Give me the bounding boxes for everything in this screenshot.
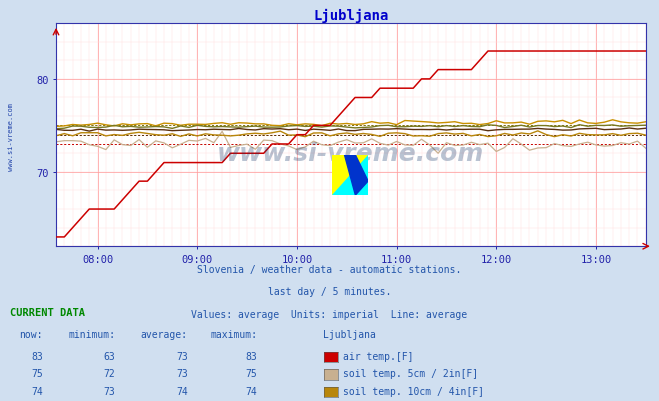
Text: minimum:: minimum: bbox=[69, 329, 115, 339]
Text: 74: 74 bbox=[31, 386, 43, 396]
Text: 63: 63 bbox=[103, 351, 115, 361]
Text: Slovenia / weather data - automatic stations.: Slovenia / weather data - automatic stat… bbox=[197, 265, 462, 275]
Text: now:: now: bbox=[19, 329, 43, 339]
Text: 74: 74 bbox=[245, 386, 257, 396]
Text: 75: 75 bbox=[31, 369, 43, 379]
Text: air temp.[F]: air temp.[F] bbox=[343, 351, 413, 361]
Text: 74: 74 bbox=[176, 386, 188, 396]
Text: www.si-vreme.com: www.si-vreme.com bbox=[217, 141, 484, 165]
Text: 73: 73 bbox=[103, 386, 115, 396]
Text: 72: 72 bbox=[103, 369, 115, 379]
Text: 73: 73 bbox=[176, 369, 188, 379]
Text: 83: 83 bbox=[245, 351, 257, 361]
Text: 83: 83 bbox=[31, 351, 43, 361]
Polygon shape bbox=[332, 156, 368, 196]
Text: Values: average  Units: imperial  Line: average: Values: average Units: imperial Line: av… bbox=[191, 309, 468, 319]
Title: Ljubljana: Ljubljana bbox=[313, 9, 389, 23]
Text: Ljubljana: Ljubljana bbox=[323, 329, 376, 339]
Polygon shape bbox=[345, 156, 368, 196]
Text: soil temp. 5cm / 2in[F]: soil temp. 5cm / 2in[F] bbox=[343, 369, 478, 379]
Text: CURRENT DATA: CURRENT DATA bbox=[10, 307, 85, 317]
Text: 73: 73 bbox=[176, 351, 188, 361]
Text: last day / 5 minutes.: last day / 5 minutes. bbox=[268, 287, 391, 297]
Polygon shape bbox=[332, 156, 368, 196]
Text: www.si-vreme.com: www.si-vreme.com bbox=[8, 102, 14, 170]
Text: 75: 75 bbox=[245, 369, 257, 379]
Text: soil temp. 10cm / 4in[F]: soil temp. 10cm / 4in[F] bbox=[343, 386, 484, 396]
Text: average:: average: bbox=[141, 329, 188, 339]
Text: maximum:: maximum: bbox=[210, 329, 257, 339]
